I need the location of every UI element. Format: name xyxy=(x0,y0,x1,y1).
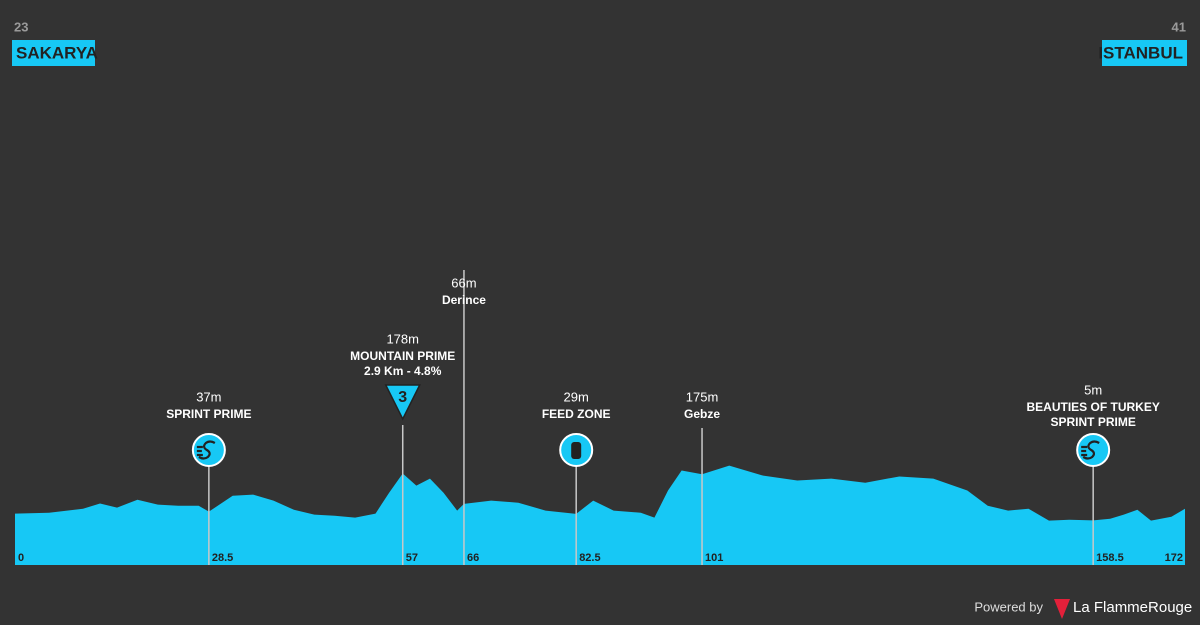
profile-area xyxy=(15,465,1185,565)
marker-label: Derince xyxy=(442,293,486,307)
marker-label: 2.9 Km - 4.8% xyxy=(364,364,442,378)
x-tick-label: 158.5 xyxy=(1096,552,1124,564)
x-tick-label: 172 xyxy=(1165,552,1183,564)
marker-label: SPRINT PRIME xyxy=(1050,415,1135,429)
marker-elevation: 175m xyxy=(686,389,719,404)
x-tick-label: 82.5 xyxy=(579,552,600,564)
x-tick-label: 28.5 xyxy=(212,552,233,564)
finish-number: 41 xyxy=(1172,19,1186,34)
x-tick-label: 57 xyxy=(406,552,418,564)
powered-by: Powered by xyxy=(974,599,1043,614)
sprint-glyph xyxy=(196,440,216,460)
marker-elevation: 37m xyxy=(196,389,221,404)
sprint-glyph xyxy=(1081,440,1100,460)
finish-box xyxy=(1102,40,1187,66)
marker-elevation: 29m xyxy=(564,389,589,404)
climb-category: 3 xyxy=(398,389,407,406)
marker-elevation: 178m xyxy=(386,331,419,346)
start-box xyxy=(12,40,95,66)
start-city: SAKARYA xyxy=(16,43,98,62)
marker-label: Gebze xyxy=(684,407,720,421)
marker-label: FEED ZONE xyxy=(542,407,611,421)
marker-label: BEAUTIES OF TURKEY xyxy=(1026,400,1159,414)
brand: La FlammeRouge xyxy=(1073,599,1192,616)
climb-icon xyxy=(384,384,421,421)
brand-logo xyxy=(1054,599,1070,619)
x-tick-label: 101 xyxy=(705,552,723,564)
finish-city: ISTANBUL xyxy=(1098,43,1183,62)
marker-label: MOUNTAIN PRIME xyxy=(350,349,455,363)
x-tick-label: 0 xyxy=(18,552,24,564)
marker-elevation: 5m xyxy=(1084,382,1102,397)
marker-label: SPRINT PRIME xyxy=(166,407,251,421)
feed-glyph xyxy=(571,442,582,459)
start-number: 23 xyxy=(14,19,28,34)
marker-elevation: 66m xyxy=(451,275,476,290)
x-tick-label: 66 xyxy=(467,552,479,564)
